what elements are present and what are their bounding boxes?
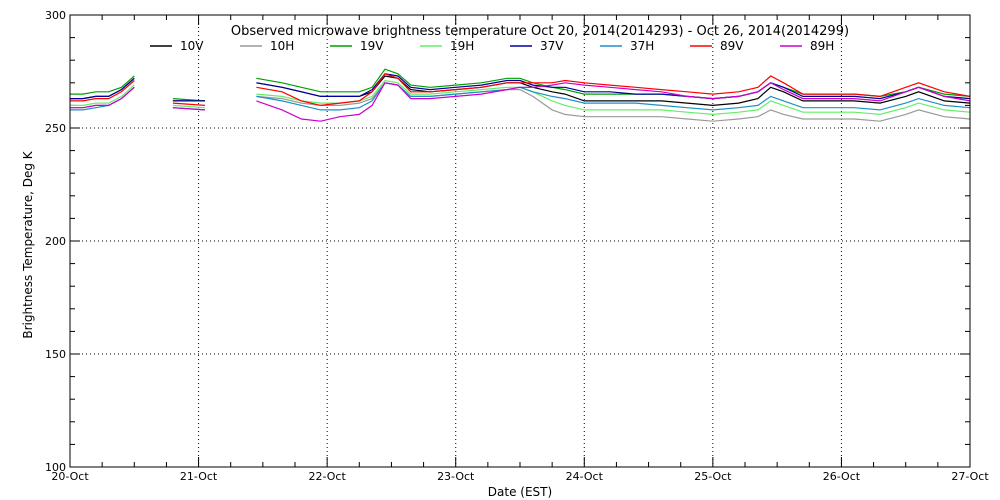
series-line-37V — [256, 73, 971, 100]
series-line-19H — [256, 79, 971, 116]
grid-lines — [70, 15, 970, 467]
legend-label-19V: 19V — [360, 39, 384, 53]
series-89H — [70, 82, 971, 122]
series-layer — [70, 68, 971, 122]
series-line-10H — [256, 82, 971, 122]
legend-label-37V: 37V — [540, 39, 564, 53]
x-tick-label: 21-Oct — [180, 470, 218, 483]
y-tick-label: 300 — [45, 9, 66, 22]
series-line-89V — [172, 102, 206, 106]
tick-marks — [69, 14, 971, 468]
plot-frame — [69, 14, 971, 468]
series-line-89V — [256, 73, 971, 107]
series-line-37V — [70, 77, 135, 100]
series-89V — [70, 73, 971, 107]
tick-labels: 20-Oct 21-Oct 22-Oct 23-Oct 24-Oct 25-Oct 26-O… — [45, 9, 989, 483]
x-axis-label: Date (EST) — [488, 485, 552, 499]
series-line-89V — [70, 80, 135, 102]
y-tick-label: 150 — [45, 348, 66, 361]
legend-label-19H: 19H — [450, 39, 474, 53]
y-axis-label: Brightness Temperature, Deg K — [21, 150, 35, 338]
series-19H — [70, 79, 971, 116]
legend-label-10H: 10H — [270, 39, 294, 53]
series-line-19H — [70, 84, 135, 107]
series-line-37H — [256, 82, 971, 111]
x-tick-label: 22-Oct — [308, 470, 346, 483]
x-tick-label: 20-Oct — [51, 470, 89, 483]
chart-title: Observed microwave brightness temperatur… — [231, 24, 849, 39]
x-tick-label: 26-Oct — [823, 470, 861, 483]
legend-label-89H: 89H — [810, 39, 834, 53]
legend-label-89V: 89V — [720, 39, 744, 53]
legend-label-10V: 10V — [180, 39, 204, 53]
x-tick-label: 23-Oct — [437, 470, 475, 483]
y-tick-label: 250 — [45, 122, 66, 135]
series-line-89H — [256, 82, 971, 122]
x-tick-label: 25-Oct — [694, 470, 732, 483]
series-line-89H — [172, 107, 206, 111]
y-tick-label: 100 — [45, 461, 66, 474]
y-tick-label: 200 — [45, 235, 66, 248]
series-line-19H — [172, 104, 206, 109]
x-tick-label: 27-Oct — [951, 470, 989, 483]
legend-label-37H: 37H — [630, 39, 654, 53]
series-line-89H — [70, 86, 135, 109]
x-tick-label: 24-Oct — [566, 470, 604, 483]
legend: 10V 10H 19V 19H 37V 37H 89V 89H — [150, 39, 834, 53]
series-37V — [70, 73, 971, 102]
series-line-19V — [70, 75, 135, 95]
series-line-10V — [256, 75, 971, 107]
